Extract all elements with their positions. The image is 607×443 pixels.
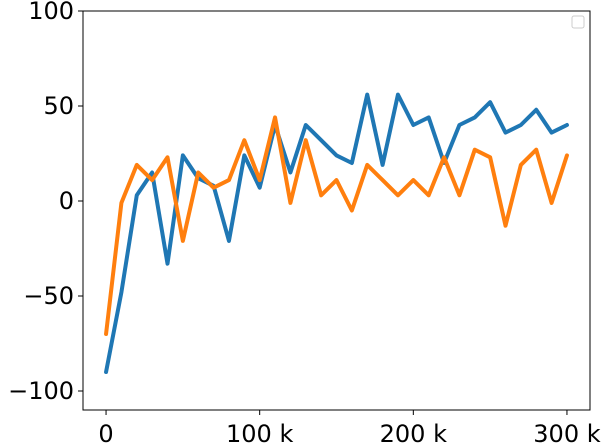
- legend-box: [571, 15, 585, 29]
- x-tick-label-0: 0: [98, 420, 113, 443]
- y-axis: 100 50 0 −50 −100: [8, 0, 83, 405]
- series-line-2: [104, 115, 569, 336]
- series-layer: [104, 92, 569, 374]
- y-tick-label-1: 50: [43, 92, 74, 120]
- y-tick-label-3: −50: [23, 282, 74, 310]
- x-tick-label-2: 200 k: [380, 420, 447, 443]
- y-tick-label-2: 0: [59, 187, 74, 215]
- y-tick-label-4: −100: [8, 377, 74, 405]
- y-tick-label-0: 100: [28, 0, 74, 25]
- x-tick-label-1: 100 k: [226, 420, 293, 443]
- x-tick-label-3: 300 k: [533, 420, 600, 443]
- plot-area-frame: [82, 10, 591, 411]
- x-axis: 0 100 k 200 k 300 k: [98, 410, 601, 443]
- series-line-1: [104, 92, 569, 374]
